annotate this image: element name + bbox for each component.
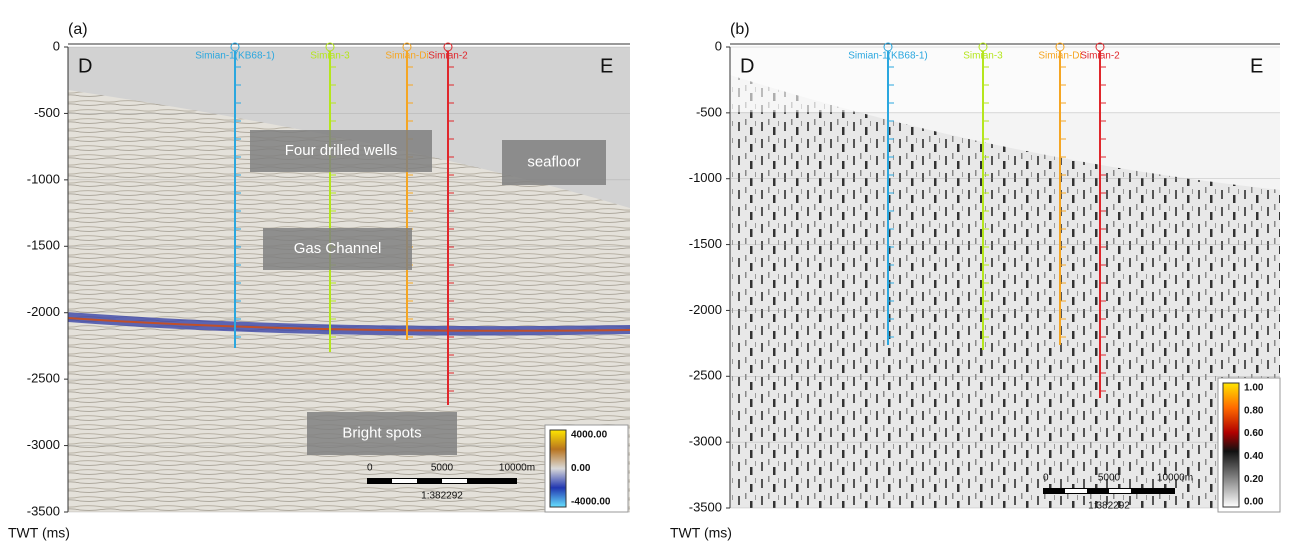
y-tick-label: -3500	[689, 499, 722, 514]
scale-ratio: 1:382292	[421, 491, 463, 502]
y-tick-label: -2500	[27, 371, 60, 386]
water-column	[730, 47, 1280, 112]
corner-label: D	[740, 55, 754, 77]
y-tick-label: -1500	[27, 238, 60, 253]
colorbar-label: 4000.00	[571, 430, 608, 441]
y-tick-label: -1500	[689, 236, 722, 251]
corner-label: D	[78, 55, 92, 77]
gas-channel-reflector	[68, 312, 630, 336]
scale-ratio: 1:382292	[1088, 501, 1130, 512]
annotation: seafloor	[527, 153, 580, 170]
corner-label: E	[600, 55, 613, 77]
y-tick-label: 0	[53, 38, 60, 53]
panel-label: (a)	[68, 21, 88, 38]
y-tick-label: -2000	[689, 302, 722, 317]
colorbar-label: -4000.00	[571, 497, 611, 508]
annotation-box	[502, 140, 606, 185]
y-tick-label: -3500	[27, 503, 60, 518]
scale-bar-segment	[442, 479, 467, 483]
annotation-box	[250, 130, 432, 172]
colorbar-label: 0.40	[1244, 451, 1264, 462]
scale-bar-segment	[1065, 489, 1087, 493]
y-tick-label: -2500	[689, 368, 722, 383]
y-tick-label: -2000	[27, 304, 60, 319]
panel-label: (b)	[730, 21, 750, 38]
annotation: Four drilled wells	[285, 142, 398, 159]
scale-label: 10000m	[499, 463, 535, 474]
y-tick-label: -1000	[689, 170, 722, 185]
colorbar-label: 0.00	[571, 463, 591, 474]
y-tick-label: -1000	[27, 171, 60, 186]
annotation-box	[307, 412, 457, 455]
y-tick-label: 0	[715, 38, 722, 53]
water-column	[68, 47, 630, 208]
scale-label: 0	[1043, 473, 1049, 484]
colorbar-label: 1.00	[1244, 383, 1264, 394]
scale-label: 10000m	[1157, 473, 1193, 484]
y-tick-label: -500	[34, 105, 60, 120]
colorbar-label: 0.80	[1244, 405, 1264, 416]
scale-label: 5000	[1098, 473, 1121, 484]
annotation: Bright spots	[342, 424, 421, 441]
colorbar	[1222, 382, 1240, 508]
corner-label: E	[1250, 55, 1263, 77]
y-tick-label: -500	[696, 104, 722, 119]
colorbar	[549, 429, 567, 508]
colorbar-label: 0.60	[1244, 428, 1264, 439]
y-tick-label: -3000	[27, 437, 60, 452]
scale-bar-segment	[1109, 489, 1131, 493]
annotation-box	[263, 228, 412, 270]
scale-bar-segment	[392, 479, 417, 483]
y-tick-label: -3000	[689, 434, 722, 449]
colorbar-label: 0.20	[1244, 474, 1264, 485]
gas-channel-reflector	[67, 317, 631, 332]
colorbar-label: 0.00	[1244, 497, 1264, 508]
scale-label: 0	[367, 463, 373, 474]
annotation: Gas Channel	[294, 240, 382, 257]
axis-title: TWT (ms)	[670, 525, 732, 541]
scale-label: 5000	[431, 463, 454, 474]
axis-title: TWT (ms)	[8, 525, 70, 541]
